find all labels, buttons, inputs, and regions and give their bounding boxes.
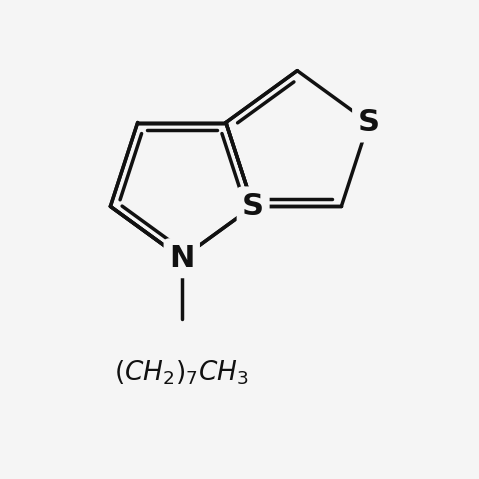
Text: $(CH_2)_7CH_3$: $(CH_2)_7CH_3$ xyxy=(114,358,249,387)
Text: N: N xyxy=(169,244,194,273)
Text: S: S xyxy=(358,108,379,137)
Text: S: S xyxy=(242,192,264,221)
